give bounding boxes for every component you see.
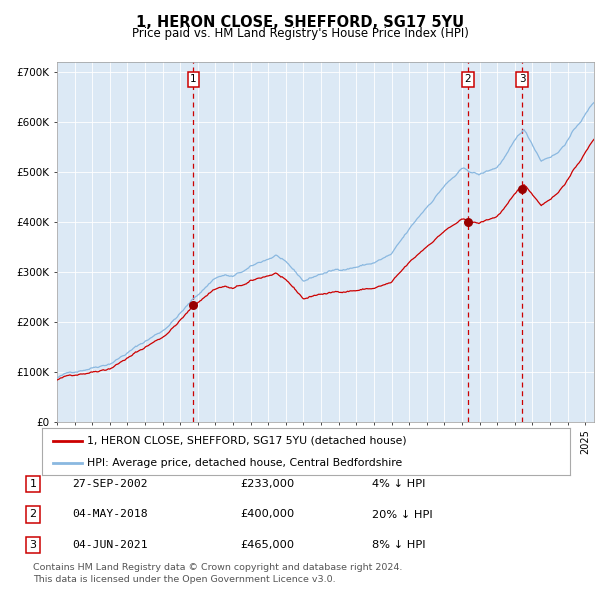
Text: 1: 1 (29, 479, 37, 489)
Text: 04-MAY-2018: 04-MAY-2018 (72, 510, 148, 519)
Text: £233,000: £233,000 (240, 479, 294, 489)
Text: Contains HM Land Registry data © Crown copyright and database right 2024.: Contains HM Land Registry data © Crown c… (33, 563, 403, 572)
Text: 2: 2 (29, 510, 37, 519)
Text: 8% ↓ HPI: 8% ↓ HPI (372, 540, 425, 550)
Text: 04-JUN-2021: 04-JUN-2021 (72, 540, 148, 550)
Text: 4% ↓ HPI: 4% ↓ HPI (372, 479, 425, 489)
Text: £465,000: £465,000 (240, 540, 294, 550)
Text: 1, HERON CLOSE, SHEFFORD, SG17 5YU (detached house): 1, HERON CLOSE, SHEFFORD, SG17 5YU (deta… (87, 436, 407, 446)
Text: £400,000: £400,000 (240, 510, 294, 519)
Text: 1, HERON CLOSE, SHEFFORD, SG17 5YU: 1, HERON CLOSE, SHEFFORD, SG17 5YU (136, 15, 464, 30)
Text: This data is licensed under the Open Government Licence v3.0.: This data is licensed under the Open Gov… (33, 575, 335, 584)
Text: 3: 3 (29, 540, 37, 550)
Text: HPI: Average price, detached house, Central Bedfordshire: HPI: Average price, detached house, Cent… (87, 458, 402, 468)
Text: 3: 3 (519, 74, 526, 84)
Text: Price paid vs. HM Land Registry's House Price Index (HPI): Price paid vs. HM Land Registry's House … (131, 27, 469, 40)
Text: 27-SEP-2002: 27-SEP-2002 (72, 479, 148, 489)
Text: 2: 2 (464, 74, 471, 84)
Text: 20% ↓ HPI: 20% ↓ HPI (372, 510, 433, 519)
Text: 1: 1 (190, 74, 197, 84)
